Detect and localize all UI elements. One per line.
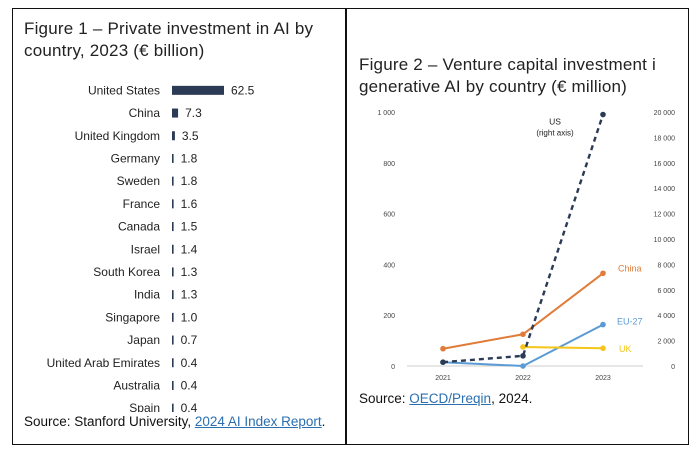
x-axis-tick-label: 2021 <box>435 375 451 380</box>
bar <box>172 358 174 368</box>
right-axis-tick-label: 4 000 <box>657 313 675 320</box>
bar-category-label: India <box>134 288 160 302</box>
x-axis-tick-label: 2023 <box>595 375 611 380</box>
bar-value-label: 1.4 <box>181 242 198 256</box>
panel-divider <box>345 8 347 445</box>
bar-category-label: France <box>123 197 161 211</box>
bar-value-label: 0.4 <box>181 401 198 412</box>
bar <box>172 290 174 300</box>
bar <box>172 176 174 186</box>
bar-category-label: Japan <box>127 333 160 347</box>
figure1-panel: Figure 1 – Private investment in AI by c… <box>12 8 345 445</box>
bar-category-label: United Arab Emirates <box>47 356 160 370</box>
figure-frame <box>12 8 689 445</box>
bar-value-label: 1.3 <box>181 265 198 279</box>
series-point-us <box>520 353 526 359</box>
bar <box>172 108 179 118</box>
series-point-china <box>600 270 606 277</box>
bar-category-label: Singapore <box>105 310 160 324</box>
bar <box>172 85 224 95</box>
figure2-source-end: , 2024. <box>491 391 533 406</box>
bar-value-label: 0.4 <box>181 356 198 370</box>
figure2-source: Source: OECD/Preqin, 2024. <box>359 391 532 406</box>
figure2-line-chart: 0 200 400 600 800 1 000 0 2 000 4 000 6 000 8 000 1… <box>377 110 676 380</box>
bar <box>172 335 174 345</box>
series-point-eu-27 <box>600 321 606 328</box>
bar <box>172 244 174 254</box>
bar-category-label: Germany <box>111 151 160 165</box>
bar-value-label: 0.4 <box>181 378 198 392</box>
bar <box>172 403 174 412</box>
series-label-china: China <box>618 263 642 273</box>
bar-category-label: Canada <box>118 220 160 234</box>
bar-category-label: Israel <box>131 242 160 256</box>
bar-value-label: 1.3 <box>181 288 198 302</box>
series-label-us-note: (right axis) <box>536 129 574 138</box>
bar-category-label: South Korea <box>93 265 160 279</box>
figure1-bar-chart: United States 62.5 China 7.3 United Kingdom 3… <box>47 83 255 412</box>
bar <box>172 153 174 163</box>
x-axis-tick-label: 2022 <box>515 375 531 380</box>
series-point-eu-27 <box>520 363 526 369</box>
bar-value-label: 1.5 <box>181 220 198 234</box>
bar-value-label: 1.8 <box>181 151 198 165</box>
series-point-us <box>600 111 606 118</box>
bar-value-label: 3.5 <box>182 129 199 143</box>
series-point-uk <box>600 345 606 352</box>
left-axis-tick-label: 0 <box>391 364 395 371</box>
right-axis-tick-label: 2 000 <box>657 339 675 346</box>
right-axis-tick-label: 10 000 <box>654 237 676 244</box>
bar-value-label: 1.8 <box>181 174 198 188</box>
right-axis-tick-label: 18 000 <box>654 135 676 142</box>
bar-value-label: 0.7 <box>181 333 198 347</box>
figure1-source: Source: Stanford University, 2024 AI Ind… <box>24 414 325 429</box>
series-line-us <box>442 114 605 364</box>
series-point-us <box>440 359 446 365</box>
series-label-uk: UK <box>619 344 632 354</box>
figure1-source-end: . <box>321 414 326 429</box>
right-axis-tick-label: 16 000 <box>654 161 676 168</box>
bar <box>172 199 174 209</box>
right-axis-tick-label: 20 000 <box>654 110 676 117</box>
right-axis-tick-label: 0 <box>671 364 675 371</box>
bar-category-label: Sweden <box>117 174 160 188</box>
bar-category-label: Australia <box>113 378 160 392</box>
figure2-source-text: Source: <box>359 391 410 406</box>
figure1-title: Figure 1 – Private investment in AI by c… <box>24 19 319 60</box>
figure2-source-link[interactable]: OECD/Preqin <box>409 391 492 406</box>
bar <box>172 267 174 277</box>
bar-value-label: 62.5 <box>231 83 255 97</box>
figure2-panel: Figure 2 – Venture capital investment i … <box>347 8 689 445</box>
bar <box>172 222 174 232</box>
left-axis-tick-label: 600 <box>383 212 395 219</box>
bar-category-label: Spain <box>129 401 160 412</box>
series-point-china <box>520 331 526 338</box>
bar-category-label: China <box>129 106 161 120</box>
right-axis-tick-label: 6 000 <box>657 288 675 295</box>
left-axis-tick-label: 200 <box>383 313 395 320</box>
bar-value-label: 1.6 <box>181 197 198 211</box>
bar <box>172 380 174 390</box>
series-line-uk <box>522 345 604 350</box>
series-point-china <box>440 345 446 352</box>
figure1-source-link[interactable]: 2024 AI Index Report <box>194 414 322 429</box>
series-label-eu-27: EU-27 <box>617 317 643 327</box>
series-label-us: US <box>549 117 561 127</box>
bar <box>172 312 174 322</box>
right-axis-tick-label: 14 000 <box>654 186 676 193</box>
bar-value-label: 7.3 <box>185 106 202 120</box>
right-axis-tick-label: 12 000 <box>654 212 676 219</box>
bar-category-label: United States <box>88 83 160 97</box>
left-axis-tick-label: 800 <box>383 161 395 168</box>
series-point-uk <box>520 344 526 350</box>
left-axis-tick-label: 400 <box>383 262 395 269</box>
bar-value-label: 1.0 <box>181 310 198 324</box>
bar <box>172 131 175 141</box>
figure2-title: Figure 2 – Venture capital investment i … <box>359 55 661 96</box>
right-axis-tick-label: 8 000 <box>657 262 675 269</box>
figure1-source-text: Source: Stanford University, <box>24 414 195 429</box>
left-axis-tick-label: 1 000 <box>377 110 395 117</box>
bar-category-label: United Kingdom <box>75 129 160 143</box>
